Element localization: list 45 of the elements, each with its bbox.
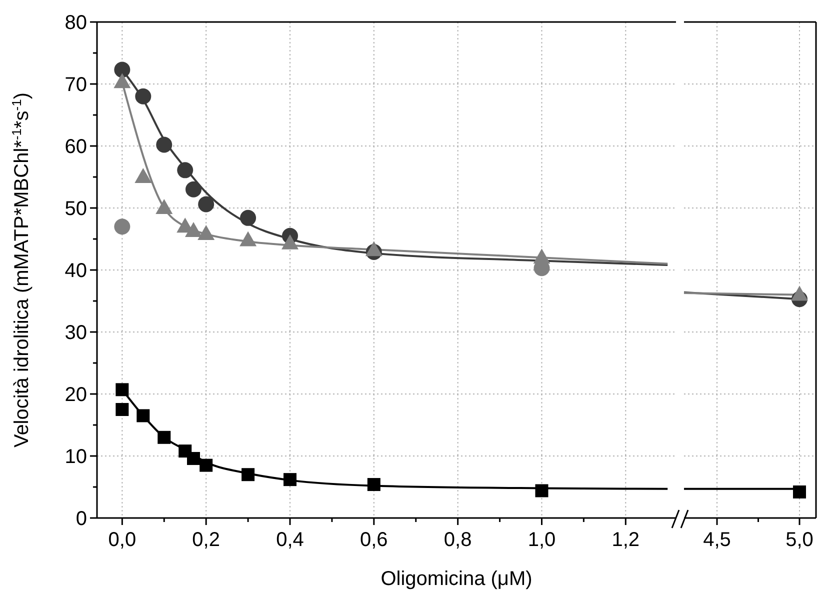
- point: [134, 168, 152, 183]
- x-tick-label: 5,0: [786, 529, 814, 551]
- point: [158, 430, 171, 444]
- x-tick-label: 0,0: [108, 529, 136, 551]
- point: [367, 478, 380, 492]
- x-tick-label: 0,6: [360, 529, 388, 551]
- x-tick-label: 0,4: [276, 529, 304, 551]
- point: [198, 225, 215, 240]
- x-tick-label: 0,2: [192, 529, 220, 551]
- point: [186, 181, 202, 198]
- x-tick-label: 0,8: [444, 529, 472, 551]
- x-tick-label: 1,0: [528, 529, 556, 551]
- y-tick-label: 40: [64, 260, 87, 282]
- point: [240, 231, 257, 246]
- y-tick-label: 20: [64, 384, 87, 406]
- point: [200, 458, 213, 472]
- point: [185, 222, 202, 237]
- point: [535, 484, 548, 498]
- x-tick-label: 4,5: [703, 529, 731, 551]
- point: [282, 234, 298, 250]
- point: [284, 473, 296, 486]
- y-tick-label: 10: [64, 446, 87, 468]
- point: [242, 468, 255, 482]
- point: [156, 199, 173, 214]
- point: [136, 409, 150, 422]
- point: [156, 136, 172, 153]
- point: [135, 88, 152, 104]
- point: [116, 383, 129, 396]
- y-tick-label: 0: [76, 508, 87, 530]
- x-tick-label: 1,2: [612, 529, 640, 551]
- y-tick-label: 70: [64, 74, 87, 96]
- point: [365, 241, 382, 256]
- point: [114, 62, 130, 78]
- y-tick-label: 30: [64, 322, 87, 344]
- y-tick-label: 60: [64, 136, 87, 158]
- point: [240, 210, 256, 226]
- point: [116, 403, 129, 416]
- point: [198, 196, 214, 212]
- point: [114, 218, 130, 235]
- point: [187, 452, 200, 465]
- x-axis-title: Oligomicina (μM): [380, 568, 532, 590]
- y-tick-label: 50: [64, 198, 87, 220]
- point: [177, 162, 194, 178]
- y-tick-label: 80: [64, 12, 87, 34]
- point: [114, 73, 131, 88]
